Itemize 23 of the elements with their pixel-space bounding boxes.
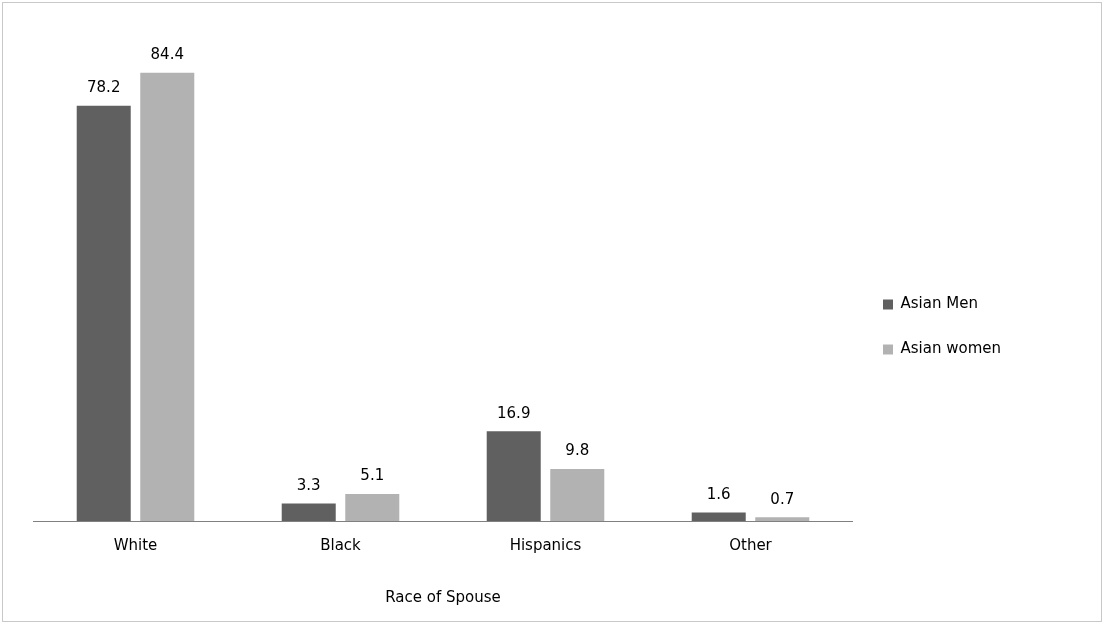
legend-label: Asian Men	[900, 294, 978, 313]
x-tick-label: Other	[729, 535, 773, 554]
data-label: 78.2	[87, 78, 121, 97]
bar	[76, 105, 131, 521]
x-axis-title: Race of Spouse	[385, 587, 501, 606]
bar	[140, 72, 195, 521]
data-label: 5.1	[360, 466, 385, 485]
x-tick-label: Hispanics	[509, 535, 582, 554]
bar	[486, 431, 541, 521]
data-label: 84.4	[150, 45, 184, 64]
data-label: 9.8	[565, 441, 590, 460]
bar	[281, 503, 336, 521]
bar	[691, 512, 746, 521]
bar	[345, 493, 400, 521]
bar	[550, 468, 605, 521]
data-label: 0.7	[770, 489, 795, 508]
x-tick-label: Black	[320, 535, 362, 554]
data-label: 16.9	[497, 403, 531, 422]
bar	[755, 517, 810, 521]
x-tick-label: White	[113, 535, 158, 554]
data-label: 3.3	[296, 475, 321, 494]
legend-label: Asian women	[900, 339, 1002, 358]
data-label: 1.6	[706, 484, 731, 503]
